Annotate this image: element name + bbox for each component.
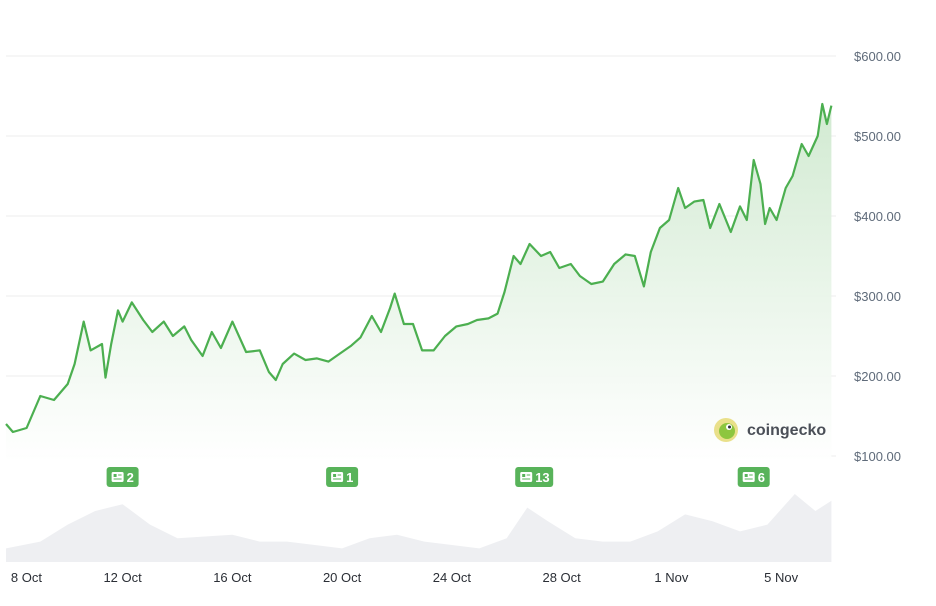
x-tick-label: 28 Oct xyxy=(542,570,581,585)
price-area xyxy=(6,104,832,462)
price-line-group[interactable] xyxy=(5,102,833,434)
news-badge[interactable]: 6 xyxy=(737,467,770,487)
news-icon xyxy=(742,472,755,482)
x-tick-label: 12 Oct xyxy=(103,570,142,585)
news-icon xyxy=(331,472,344,482)
x-tick-label: 5 Nov xyxy=(764,570,798,585)
y-tick-label: $100.00 xyxy=(854,449,901,464)
x-tick-label: 16 Oct xyxy=(213,570,252,585)
news-count: 13 xyxy=(535,470,549,485)
y-axis: $100.00 $200.00 $300.00 $400.00 $500.00 $600.… xyxy=(854,49,901,464)
news-badge[interactable]: 1 xyxy=(326,467,359,487)
news-icon xyxy=(520,472,533,482)
y-tick-label: $600.00 xyxy=(854,49,901,64)
volume-area xyxy=(6,494,832,562)
y-tick-label: $200.00 xyxy=(854,369,901,384)
y-tick-label: $500.00 xyxy=(854,129,901,144)
logo-text: coingecko xyxy=(747,422,826,439)
x-tick-label: 24 Oct xyxy=(433,570,472,585)
news-count: 2 xyxy=(127,470,134,485)
x-tick-label: 20 Oct xyxy=(323,570,362,585)
x-tick-label: 1 Nov xyxy=(654,570,688,585)
news-icon xyxy=(111,472,124,482)
news-count: 1 xyxy=(346,470,353,485)
price-area-fill xyxy=(6,104,832,462)
volume-shape xyxy=(6,494,832,562)
news-count: 6 xyxy=(758,470,765,485)
news-badges[interactable]: 2 1 13 6 xyxy=(106,467,770,487)
news-badge[interactable]: 2 xyxy=(106,467,139,487)
price-line[interactable] xyxy=(5,102,833,434)
x-tick-label: 8 Oct xyxy=(11,570,42,585)
news-badge[interactable]: 13 xyxy=(515,467,554,487)
y-tick-label: $400.00 xyxy=(854,209,901,224)
x-axis: 8 Oct 12 Oct 16 Oct 20 Oct 24 Oct 28 Oct 1 Nov… xyxy=(11,570,799,585)
y-tick-label: $300.00 xyxy=(854,289,901,304)
coingecko-logo: coingecko xyxy=(714,418,826,442)
